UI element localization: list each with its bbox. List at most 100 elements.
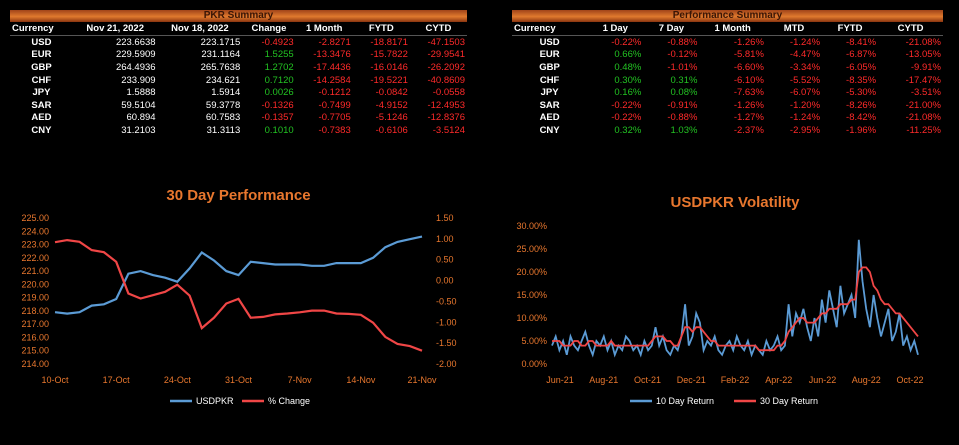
pkr_summary-cell: 0.1010 bbox=[264, 124, 294, 136]
performance_summary-cell: -1.96% bbox=[846, 124, 877, 136]
y-tick-label: 25.00% bbox=[516, 244, 547, 254]
pkr_summary-header-3: Change bbox=[242, 22, 296, 36]
performance_summary-cell: -4.47% bbox=[789, 49, 821, 61]
performance_summary-cell: -17.47% bbox=[905, 74, 941, 86]
pkr_summary-header-0: Currency bbox=[10, 22, 73, 36]
performance_summary-cell: GBP bbox=[539, 61, 560, 73]
performance_summary-row: CHF 0.30% 0.31% -6.10% -5.52% -8.35% -17.47% bbox=[512, 74, 943, 87]
pkr_summary-cell: SAR bbox=[31, 99, 52, 111]
performance_summary-cell: -6.60% bbox=[733, 61, 764, 73]
y-right-tick-label: -2.00 bbox=[436, 359, 457, 369]
pkr_summary-cell: JPY bbox=[32, 87, 51, 99]
y-tick-label: 20.00% bbox=[516, 267, 547, 277]
performance_summary-cell: -6.10% bbox=[733, 74, 764, 86]
pkr_summary-cell: GBP bbox=[31, 61, 52, 73]
pkr_summary-header-5: FYTD bbox=[352, 22, 410, 36]
pkr_summary-cell: -18.8171 bbox=[370, 36, 408, 48]
pkr_summary-cell: -47.1503 bbox=[427, 36, 465, 48]
pkr_summary-cell: EUR bbox=[31, 49, 52, 61]
performance_summary-cell: -21.00% bbox=[905, 99, 941, 111]
pkr_summary-cell: 264.4936 bbox=[115, 61, 156, 73]
thirty-day-performance-chart: 30 Day Performance 214.00 215.00 216.00 217.… bbox=[21, 187, 457, 406]
performance_summary-header-4: MTD bbox=[765, 22, 823, 36]
performance_summary-cell: -0.88% bbox=[667, 36, 698, 48]
y-left-tick-label: 225.00 bbox=[21, 213, 49, 223]
pkr_summary-cell: -0.7383 bbox=[318, 124, 351, 136]
performance_summary-cell: -3.34% bbox=[789, 61, 821, 73]
performance_summary-cell: -8.35% bbox=[846, 74, 877, 86]
performance_summary-row: AED -0.22% -0.88% -1.27% -1.24% -8.42% -21.08% bbox=[512, 112, 943, 125]
performance_summary-cell: 0.48% bbox=[614, 61, 642, 73]
performance_summary-cell: -11.25% bbox=[906, 124, 941, 136]
pkr_summary-cell: 231.1164 bbox=[201, 49, 241, 61]
pkr_summary-cell: 229.5909 bbox=[115, 49, 156, 61]
chart-title: 30 Day Performance bbox=[166, 187, 310, 204]
pkr-summary-table: Currency Nov 21, 2022 Nov 18, 2022 Change 1 … bbox=[10, 22, 467, 137]
pkr_summary-cell: -0.7705 bbox=[318, 112, 351, 124]
performance_summary-header-3: 1 Month bbox=[699, 22, 766, 36]
x-tick-label: 24-Oct bbox=[164, 375, 192, 385]
x-tick-label: Oct-21 bbox=[634, 375, 661, 385]
pkr_summary-cell: -0.7499 bbox=[318, 99, 351, 111]
y-left-tick-label: 215.00 bbox=[21, 346, 49, 356]
pkr_summary-cell: 59.3778 bbox=[205, 99, 241, 111]
performance_summary-cell: CNY bbox=[539, 124, 560, 136]
performance_summary-cell: CHF bbox=[539, 74, 560, 86]
y-right-tick-label: 0.50 bbox=[436, 255, 454, 265]
pkr_summary-cell: 31.3113 bbox=[206, 124, 241, 136]
performance_summary-cell: 0.16% bbox=[614, 87, 642, 99]
pkr_summary-row: AED 60.894 60.7583 -0.1357 -0.7705 -5.1246 -12… bbox=[10, 112, 467, 125]
performance_summary-cell: -1.01% bbox=[667, 61, 698, 73]
pkr_summary-cell: 265.7638 bbox=[200, 61, 241, 73]
y-left-tick-label: 218.00 bbox=[21, 306, 49, 316]
performance_summary-row: EUR 0.66% -0.12% -5.81% -4.47% -6.87% -13.05% bbox=[512, 49, 943, 62]
series-line-0 bbox=[54, 235, 423, 315]
performance_summary-cell: -8.26% bbox=[846, 99, 877, 111]
pkr_summary-cell: 1.5914 bbox=[211, 87, 241, 99]
performance_summary-row: SAR -0.22% -0.91% -1.26% -1.20% -8.26% -21.00% bbox=[512, 99, 943, 112]
x-tick-label: 21-Nov bbox=[407, 375, 437, 385]
y-left-tick-label: 214.00 bbox=[21, 359, 49, 369]
performance_summary-cell: USD bbox=[539, 36, 560, 48]
series-line-1 bbox=[54, 238, 423, 352]
performance_summary-cell: 0.66% bbox=[614, 49, 642, 61]
pkr_summary-cell: -29.9541 bbox=[427, 49, 465, 61]
pkr_summary-cell: AED bbox=[31, 112, 52, 124]
performance_summary-cell: -5.81% bbox=[733, 49, 764, 61]
performance-summary-panel: Performance Summary Currency 1 Day 7 Day 1 … bbox=[512, 10, 943, 175]
x-tick-label: 17-Oct bbox=[103, 375, 131, 385]
y-tick-label: 10.00% bbox=[516, 313, 547, 323]
x-tick-label: Aug-22 bbox=[852, 375, 881, 385]
performance_summary-row: GBP 0.48% -1.01% -6.60% -3.34% -6.05% -9.91% bbox=[512, 61, 943, 74]
pkr_summary-cell: -12.4953 bbox=[427, 99, 465, 111]
y-left-tick-label: 224.00 bbox=[21, 226, 49, 236]
legend-label: USDPKR bbox=[196, 396, 234, 406]
y-right-tick-label: -1.50 bbox=[436, 338, 457, 348]
y-tick-label: 0.00% bbox=[521, 359, 547, 369]
performance_summary-cell: -5.52% bbox=[789, 74, 821, 86]
pkr_summary-cell: 1.5255 bbox=[264, 49, 294, 61]
performance_summary-cell: AED bbox=[539, 112, 560, 124]
y-right-tick-label: 1.50 bbox=[436, 213, 454, 223]
pkr_summary-cell: 223.6638 bbox=[115, 36, 156, 48]
pkr_summary-cell: USD bbox=[31, 36, 52, 48]
legend-label: 10 Day Return bbox=[656, 396, 714, 406]
performance_summary-header-5: FYTD bbox=[822, 22, 879, 36]
performance_summary-cell: -8.41% bbox=[846, 36, 877, 48]
performance_summary-cell: -0.22% bbox=[611, 36, 642, 48]
performance_summary-cell: 0.32% bbox=[614, 124, 642, 136]
performance_summary-cell: -21.08% bbox=[905, 36, 941, 48]
performance_summary-cell: -1.27% bbox=[733, 112, 764, 124]
y-right-tick-label: -1.00 bbox=[436, 317, 457, 327]
performance_summary-cell: -5.30% bbox=[846, 87, 877, 99]
y-left-tick-label: 222.00 bbox=[21, 253, 49, 263]
pkr_summary-cell: -40.8609 bbox=[427, 74, 465, 86]
y-tick-label: 15.00% bbox=[516, 290, 547, 300]
pkr_summary-cell: 59.5104 bbox=[121, 99, 156, 111]
pkr_summary-cell: -0.1326 bbox=[261, 99, 294, 111]
performance_summary-row: JPY 0.16% 0.08% -7.63% -6.07% -5.30% -3.51% bbox=[512, 86, 943, 99]
performance_summary-header-0: Currency bbox=[512, 22, 588, 36]
pkr_summary-cell: 1.5888 bbox=[126, 87, 156, 99]
series-line-0 bbox=[551, 239, 919, 358]
performance_summary-cell: -0.91% bbox=[667, 99, 698, 111]
